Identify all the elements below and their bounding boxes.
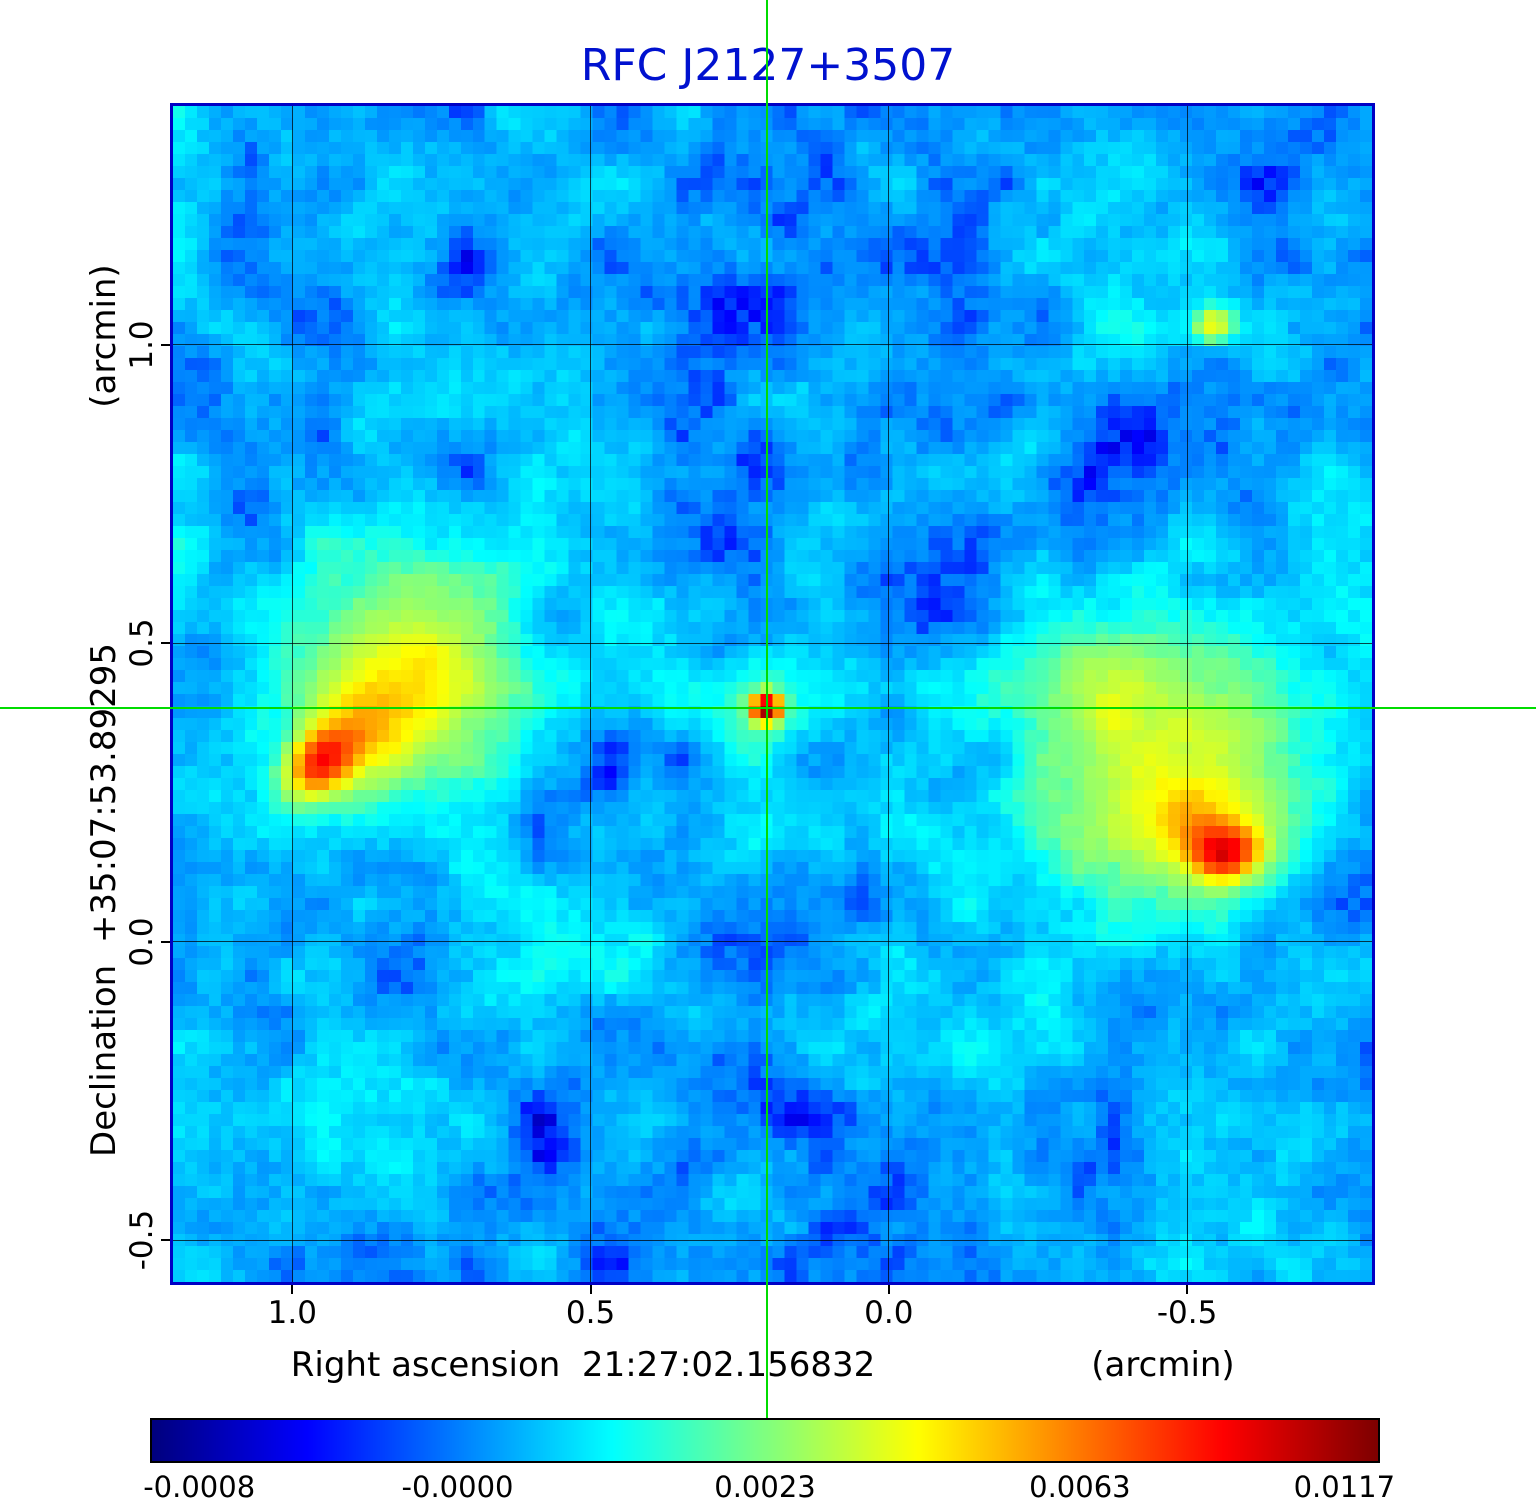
x-tick-label: 0.0 <box>864 1295 914 1331</box>
colorbar-tick-label: 0.0023 <box>714 1470 816 1504</box>
colorbar-tick-label: -0.0000 <box>401 1470 514 1504</box>
grid-line-vertical <box>291 106 293 1282</box>
crosshair-vertical-line <box>765 0 768 1418</box>
x-tick-label: 1.0 <box>267 1295 317 1331</box>
colorbar-tick-label: -0.0008 <box>143 1470 256 1504</box>
y-axis-unit-label: (arcmin) <box>84 264 124 408</box>
x-tick-label: 0.5 <box>565 1295 616 1331</box>
grid-line-horizontal <box>173 1239 1372 1241</box>
x-axis-title: Right ascension 21:27:02.156832 <box>290 1345 876 1385</box>
y-axis-title: Declination +35:07:53.89295 <box>84 643 124 1157</box>
figure-title: RFC J2127+3507 <box>580 40 956 91</box>
colorbar-tick-label: 0.0117 <box>1293 1470 1396 1504</box>
grid-line-horizontal <box>173 941 1372 943</box>
intensity-map-canvas <box>173 106 1372 1282</box>
x-tick-mark <box>887 1285 890 1294</box>
y-tick-label: 0.0 <box>124 917 160 967</box>
x-tick-mark <box>291 1285 294 1294</box>
y-tick-mark <box>161 343 170 346</box>
x-tick-label: -0.5 <box>1156 1295 1218 1331</box>
colorbar <box>150 1418 1380 1463</box>
colorbar-gradient-canvas <box>152 1420 1378 1461</box>
y-tick-label: 1.0 <box>124 320 160 370</box>
x-tick-mark <box>589 1285 592 1294</box>
grid-line-horizontal <box>173 642 1372 644</box>
x-tick-mark <box>1186 1285 1189 1294</box>
y-tick-mark <box>161 940 170 943</box>
x-axis-unit-label: (arcmin) <box>1091 1345 1235 1385</box>
grid-line-vertical <box>888 106 890 1282</box>
y-tick-label: 0.5 <box>124 618 160 668</box>
grid-line-vertical <box>1186 106 1188 1282</box>
plot-area <box>170 103 1375 1285</box>
colorbar-tick-label: 0.0063 <box>1029 1470 1131 1504</box>
y-tick-mark <box>161 642 170 645</box>
crosshair-horizontal-line <box>0 706 1536 709</box>
y-tick-mark <box>161 1239 170 1242</box>
grid-line-vertical <box>590 106 592 1282</box>
grid-line-horizontal <box>173 344 1372 346</box>
y-tick-label: -0.5 <box>124 1209 160 1271</box>
